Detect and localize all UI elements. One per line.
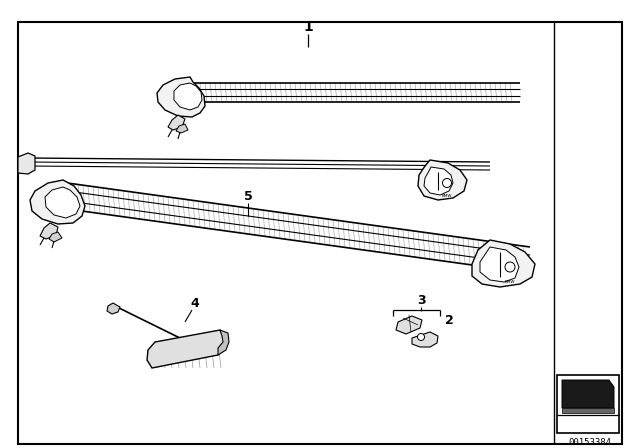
Polygon shape [424,167,453,195]
Polygon shape [40,223,58,239]
Text: 5: 5 [244,190,252,202]
Polygon shape [176,124,188,133]
Polygon shape [45,187,80,218]
Text: BMW: BMW [442,194,452,198]
Polygon shape [412,332,438,347]
Polygon shape [557,375,619,433]
Polygon shape [218,330,229,355]
Polygon shape [18,153,35,174]
Polygon shape [396,316,422,334]
Polygon shape [18,22,622,444]
Polygon shape [157,77,205,117]
Circle shape [442,178,451,188]
Polygon shape [30,180,85,224]
Polygon shape [147,330,226,368]
Polygon shape [174,83,202,110]
Polygon shape [562,380,614,408]
Polygon shape [562,408,614,413]
Polygon shape [168,115,185,130]
Polygon shape [418,160,467,200]
Polygon shape [49,232,62,242]
Polygon shape [480,247,519,282]
Text: BMW: BMW [505,280,515,284]
Text: 3: 3 [417,293,426,306]
Text: 2: 2 [445,314,453,327]
Text: 00153384: 00153384 [568,438,611,447]
Polygon shape [472,240,535,287]
Text: 4: 4 [191,297,200,310]
Circle shape [505,262,515,272]
Text: 1: 1 [303,20,313,34]
Circle shape [417,333,424,340]
Polygon shape [107,303,120,314]
